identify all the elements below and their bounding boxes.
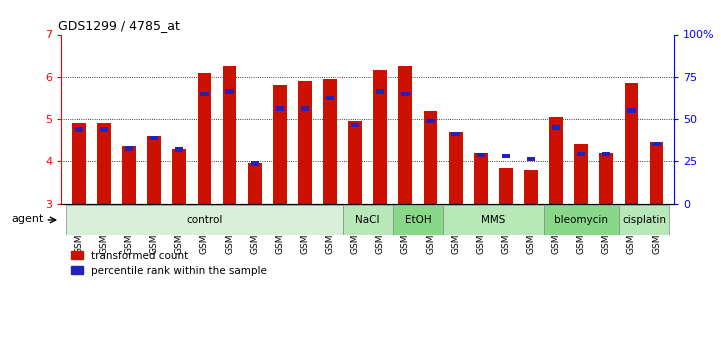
Bar [175, 147, 183, 151]
Bar [653, 142, 660, 147]
Bar [200, 91, 208, 96]
Bar [250, 161, 259, 166]
Bar [223, 66, 236, 204]
Text: control: control [186, 215, 223, 225]
Bar [451, 132, 460, 136]
Bar [97, 123, 111, 204]
Bar [650, 142, 663, 204]
Bar [624, 83, 638, 204]
Text: GDS1299 / 4785_at: GDS1299 / 4785_at [58, 19, 180, 32]
Bar [99, 128, 108, 132]
Bar [351, 123, 359, 128]
Bar [577, 151, 585, 156]
Bar [499, 168, 513, 204]
Bar [549, 117, 563, 204]
Bar [172, 149, 186, 204]
Bar [544, 205, 619, 235]
Bar [599, 153, 614, 204]
Bar [125, 147, 133, 151]
Bar [373, 70, 387, 204]
Text: MMS: MMS [481, 215, 505, 225]
Bar [75, 128, 83, 132]
Bar [298, 81, 311, 204]
Bar [474, 153, 487, 204]
Bar [477, 153, 485, 157]
Bar [348, 121, 362, 204]
Bar [627, 108, 636, 113]
Bar [66, 205, 342, 235]
Bar [402, 91, 410, 96]
Bar [323, 79, 337, 204]
Text: NaCl: NaCl [355, 215, 380, 225]
Bar [122, 147, 136, 204]
Bar [424, 110, 438, 204]
Bar [301, 106, 309, 110]
Bar [552, 125, 560, 130]
Bar [393, 205, 443, 235]
Text: EtOH: EtOH [404, 215, 431, 225]
Text: agent: agent [12, 214, 44, 224]
Bar [443, 205, 544, 235]
Bar [527, 157, 535, 161]
Bar [248, 164, 262, 204]
Bar [326, 96, 334, 100]
Bar [575, 144, 588, 204]
Bar [342, 205, 393, 235]
Bar [524, 170, 538, 204]
Bar [399, 66, 412, 204]
Bar [426, 119, 435, 123]
Bar [448, 132, 463, 204]
Bar [275, 106, 284, 110]
Text: cisplatin: cisplatin [622, 215, 666, 225]
Bar [273, 85, 287, 204]
Text: bleomycin: bleomycin [554, 215, 609, 225]
Bar [72, 123, 86, 204]
Bar [198, 72, 211, 204]
Legend: transformed count, percentile rank within the sample: transformed count, percentile rank withi… [66, 247, 272, 280]
Bar [150, 136, 159, 140]
Bar [602, 152, 611, 156]
Bar [619, 205, 669, 235]
Bar [147, 136, 161, 204]
Bar [376, 89, 384, 93]
Bar [502, 154, 510, 158]
Bar [226, 89, 234, 93]
